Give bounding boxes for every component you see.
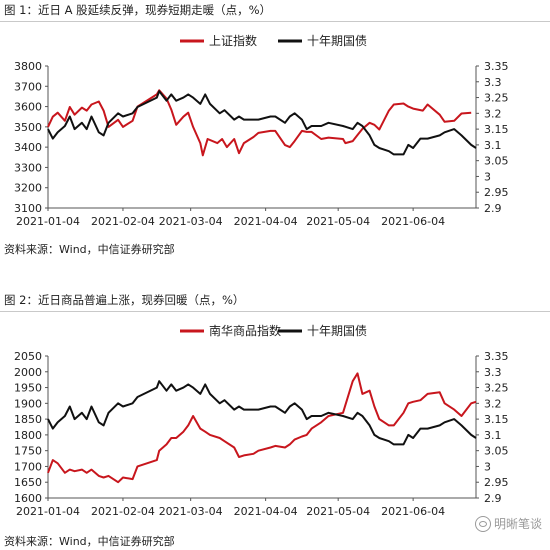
y-right-tick-label: 2.95	[484, 186, 509, 199]
figure-1-source: 资料来源：Wind，中信证券研究部	[4, 243, 175, 256]
y-left-tick-label: 3200	[14, 182, 42, 195]
y-left-tick-label: 3700	[14, 80, 42, 93]
y-left-tick-label: 2050	[14, 350, 42, 363]
y-right-tick-label: 3.05	[484, 445, 509, 458]
series-line-left	[47, 372, 477, 484]
series-line-right	[47, 380, 477, 446]
legend-label: 十年期国债	[307, 324, 367, 338]
y-right-tick-label: 3	[484, 170, 491, 183]
y-left-tick-label: 1700	[14, 460, 42, 473]
series-line-left	[47, 89, 472, 157]
watermark-logo-icon	[474, 515, 491, 532]
y-right-tick-label: 3.35	[484, 350, 509, 363]
series-line-right	[47, 90, 477, 156]
y-left-tick-label: 3400	[14, 141, 42, 154]
y-right-tick-label: 3.35	[484, 60, 509, 73]
y-right-tick-label: 3	[484, 460, 491, 473]
x-tick-label: 2021-06-04	[381, 505, 445, 518]
watermark: 明晰笔谈	[474, 515, 542, 532]
y-left-tick-label: 3300	[14, 161, 42, 174]
figure-2-title: 图 2：近日商品普遍上涨，现券回暖（点，%）	[4, 293, 245, 307]
x-tick-label: 2021-04-04	[234, 505, 298, 518]
legend-label: 十年期国债	[307, 34, 367, 48]
figure-2-source: 资料来源：Wind，中信证券研究部	[4, 535, 175, 548]
y-left-tick-label: 3100	[14, 202, 42, 215]
figure-1-title: 图 1：近日 A 股延续反弹，现券短期走暖（点，%）	[4, 3, 272, 17]
legend-label: 南华商品指数	[209, 323, 281, 338]
x-tick-label: 2021-05-04	[306, 505, 370, 518]
x-tick-label: 2021-06-04	[381, 215, 445, 228]
y-left-tick-label: 1750	[14, 445, 42, 458]
y-right-tick-label: 3.2	[484, 397, 502, 410]
x-tick-label: 2021-03-04	[159, 505, 223, 518]
y-left-tick-label: 3800	[14, 60, 42, 73]
y-right-tick-label: 3.2	[484, 107, 502, 120]
y-right-tick-label: 3.3	[484, 366, 502, 379]
x-tick-label: 2021-01-04	[16, 505, 80, 518]
watermark-text: 明晰笔谈	[493, 517, 542, 531]
legend-label: 上证指数	[209, 33, 257, 48]
y-left-tick-label: 1950	[14, 382, 42, 395]
y-right-tick-label: 3.25	[484, 92, 509, 105]
y-left-tick-label: 1600	[14, 492, 42, 505]
x-tick-label: 2021-01-04	[16, 215, 80, 228]
x-tick-label: 2021-04-04	[234, 215, 298, 228]
y-right-tick-label: 2.95	[484, 476, 509, 489]
y-left-tick-label: 3500	[14, 121, 42, 134]
figure-2-title-bar: 图 2：近日商品普遍上涨，现券回暖（点，%）	[0, 290, 550, 312]
y-right-tick-label: 2.9	[484, 492, 502, 505]
y-right-tick-label: 3.15	[484, 413, 509, 426]
x-tick-label: 2021-02-04	[91, 505, 155, 518]
x-tick-label: 2021-03-04	[159, 215, 223, 228]
figure-1-title-bar: 图 1：近日 A 股延续反弹，现券短期走暖（点，%）	[0, 0, 550, 22]
figure-1-chart: 3100 3200 3300 3400 3500 3600 3700 3800 2.9 2.95 3…	[14, 33, 509, 228]
y-right-tick-label: 3.1	[484, 429, 502, 442]
y-left-tick-label: 1650	[14, 476, 42, 489]
figure-2-chart: 1600 1650 1700 1750 1800 1850 1900 1950 2000 2050…	[14, 323, 509, 518]
x-tick-label: 2021-02-04	[91, 215, 155, 228]
y-right-tick-label: 3.25	[484, 382, 509, 395]
y-left-tick-label: 1800	[14, 429, 42, 442]
y-right-tick-label: 2.9	[484, 202, 502, 215]
y-left-tick-label: 1850	[14, 413, 42, 426]
y-right-tick-label: 3.1	[484, 139, 502, 152]
y-left-tick-label: 3600	[14, 101, 42, 114]
x-tick-label: 2021-05-04	[306, 215, 370, 228]
y-left-tick-label: 1900	[14, 397, 42, 410]
y-right-tick-label: 3.3	[484, 76, 502, 89]
y-left-tick-label: 2000	[14, 366, 42, 379]
y-right-tick-label: 3.15	[484, 123, 509, 136]
y-right-tick-label: 3.05	[484, 155, 509, 168]
